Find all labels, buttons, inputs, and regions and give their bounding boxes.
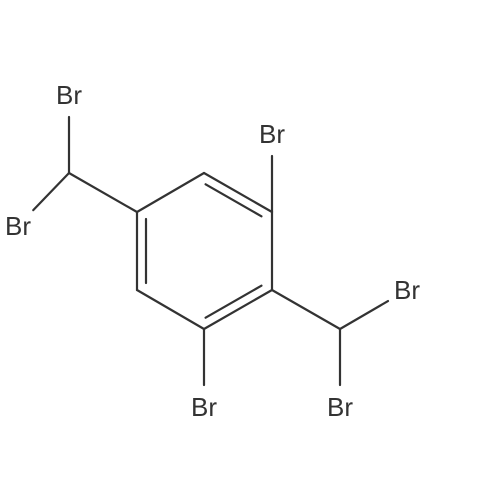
atom-label-br8a: Br [56,80,82,110]
canvas-background [0,0,500,500]
molecule-diagram: Br Br Br Br Br Br [0,0,500,500]
atom-label-br7a: Br [394,275,420,305]
atom-label-br7b: Br [327,392,353,422]
atom-label-br2: Br [259,119,285,149]
atom-label-br8b: Br [5,211,31,241]
atom-label-br5: Br [191,392,217,422]
